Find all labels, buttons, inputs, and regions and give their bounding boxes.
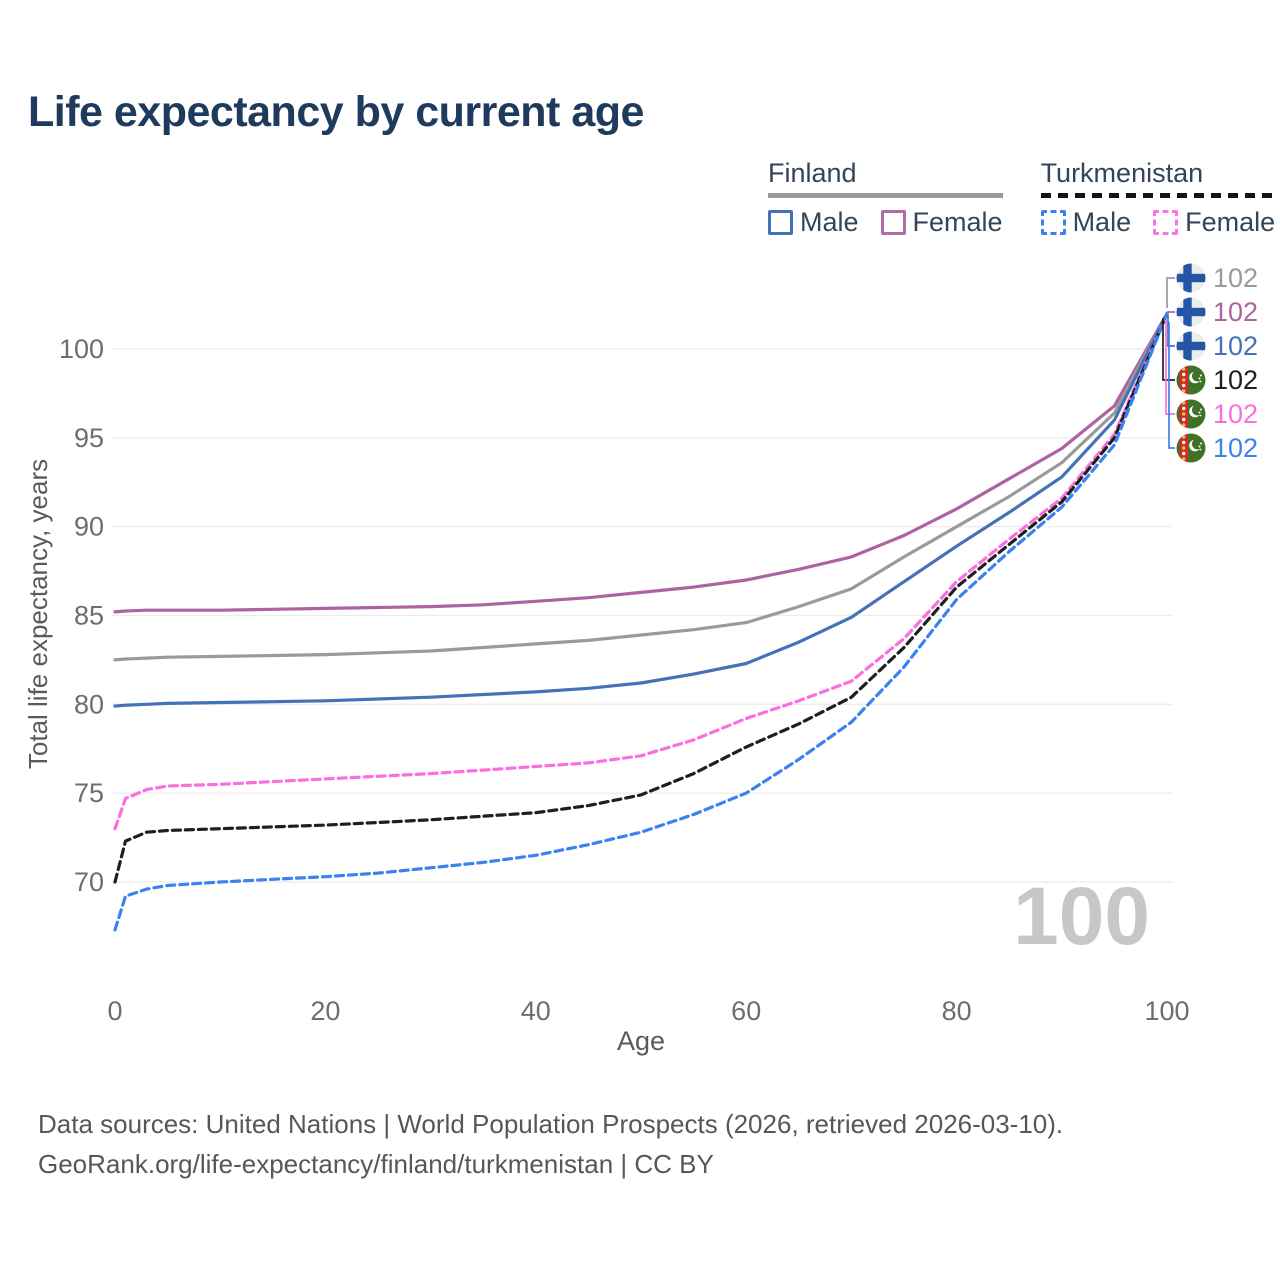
legend-country-turkmenistan[interactable]: Turkmenistan bbox=[1040, 158, 1204, 188]
watermark: 100 bbox=[1013, 871, 1150, 962]
legend-country-line-swatch bbox=[768, 193, 1003, 198]
footer: Data sources: United Nations | World Pop… bbox=[38, 1104, 1063, 1184]
x-axis-title: Age bbox=[617, 1026, 665, 1056]
legend: Finland Male Female Turkmenistan Male Female bbox=[768, 158, 1276, 238]
legend-checkbox-turkmenistan-male[interactable] bbox=[1040, 210, 1066, 235]
footer-data-sources: Data sources: United Nations | World Pop… bbox=[38, 1109, 1064, 1139]
end-label-value: 102 bbox=[1213, 364, 1259, 395]
finland-flag-icon bbox=[1176, 263, 1206, 293]
leader-line-finland bbox=[1166, 277, 1175, 308]
end-label-turkmenistan-male: 102 bbox=[1176, 431, 1258, 465]
turkmenistan-flag-icon bbox=[1176, 433, 1206, 463]
legend-item-finland-female[interactable]: Female bbox=[880, 207, 1003, 238]
legend-group-finland: Finland Male Female bbox=[768, 158, 1003, 238]
y-tick-label: 95 bbox=[74, 423, 104, 453]
turkmenistan-flag-icon bbox=[1176, 365, 1206, 395]
legend-checkbox-finland-male[interactable] bbox=[768, 210, 793, 235]
end-label-finland-female: 102 bbox=[1176, 295, 1258, 329]
series-finland-male[interactable] bbox=[113, 311, 1169, 708]
page-title: Life expectancy by current age bbox=[28, 88, 644, 136]
series-finland[interactable] bbox=[113, 311, 1169, 662]
footer-attribution: GeoRank.org/life-expectancy/finland/turk… bbox=[38, 1149, 714, 1179]
end-label-value: 102 bbox=[1213, 296, 1259, 327]
end-label-value: 102 bbox=[1213, 398, 1259, 429]
leader-line-finland-male bbox=[1167, 315, 1175, 347]
legend-label[interactable]: Female bbox=[1185, 207, 1276, 237]
y-tick-label: 85 bbox=[74, 600, 104, 630]
leader-line-turkmenistan-male bbox=[1168, 322, 1175, 449]
legend-label[interactable]: Male bbox=[800, 207, 859, 237]
turkmenistan-flag-icon bbox=[1176, 399, 1206, 429]
end-label-value: 102 bbox=[1213, 432, 1259, 463]
leader-line-turkmenistan bbox=[1162, 318, 1175, 381]
x-tick-label: 60 bbox=[731, 996, 761, 1026]
series-turkmenistan[interactable] bbox=[113, 311, 1169, 884]
end-label-turkmenistan: 102 bbox=[1176, 363, 1258, 397]
legend-item-turkmenistan-female[interactable]: Female bbox=[1153, 207, 1275, 238]
legend-label[interactable]: Female bbox=[912, 207, 1003, 237]
legend-item-turkmenistan-male[interactable]: Male bbox=[1040, 207, 1132, 238]
leader-line-turkmenistan-female bbox=[1165, 320, 1175, 415]
end-label-value: 102 bbox=[1213, 262, 1259, 293]
finland-flag-icon bbox=[1176, 297, 1206, 327]
series-turkmenistan-female[interactable] bbox=[113, 311, 1169, 831]
y-tick-label: 90 bbox=[74, 512, 104, 542]
y-tick-label: 75 bbox=[74, 778, 104, 808]
legend-checkbox-turkmenistan-female[interactable] bbox=[1153, 210, 1179, 235]
x-tick-label: 100 bbox=[1144, 996, 1189, 1026]
legend-label[interactable]: Male bbox=[1072, 207, 1132, 237]
series-finland-female[interactable] bbox=[113, 311, 1169, 614]
legend-checkbox-finland-female[interactable] bbox=[880, 210, 906, 235]
legend-country-line-swatch bbox=[1040, 193, 1276, 198]
x-tick-label: 20 bbox=[310, 996, 340, 1026]
end-label-value: 102 bbox=[1213, 330, 1259, 361]
x-tick-label: 40 bbox=[521, 996, 551, 1026]
x-tick-label: 80 bbox=[942, 996, 972, 1026]
end-label-finland: 102 bbox=[1176, 261, 1258, 295]
series-turkmenistan-male[interactable] bbox=[113, 311, 1169, 932]
x-tick-label: 0 bbox=[107, 996, 122, 1026]
finland-flag-icon bbox=[1176, 331, 1206, 361]
legend-country-finland[interactable]: Finland bbox=[768, 158, 857, 188]
legend-group-turkmenistan: Turkmenistan Male Female bbox=[1040, 158, 1276, 238]
end-label-turkmenistan-female: 102 bbox=[1176, 397, 1258, 431]
end-label-finland-male: 102 bbox=[1176, 329, 1258, 363]
y-tick-label: 80 bbox=[74, 689, 104, 719]
y-tick-label: 100 bbox=[59, 334, 104, 364]
legend-item-finland-male[interactable]: Male bbox=[768, 207, 859, 238]
y-axis-title: Total life expectancy, years bbox=[23, 459, 53, 769]
y-tick-label: 70 bbox=[74, 867, 104, 897]
